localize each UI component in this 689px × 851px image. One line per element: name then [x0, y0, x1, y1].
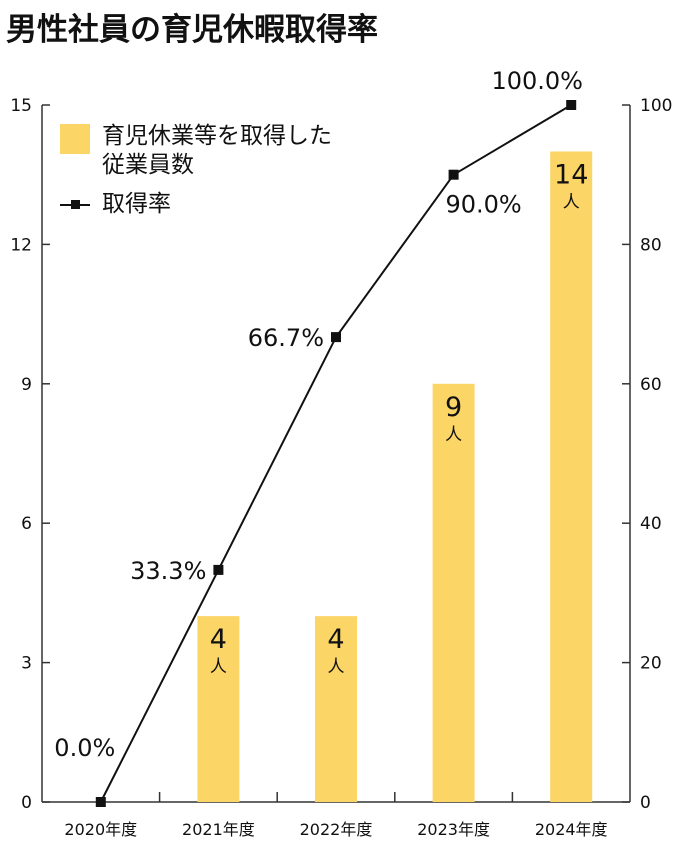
rate-data-label: 66.7% [248, 324, 324, 352]
bar-value-label: 4 [327, 624, 344, 655]
right-tick-label: 0 [640, 793, 651, 813]
chart-title: 男性社員の育児休暇取得率 [6, 12, 378, 48]
legend-bar-swatch [60, 124, 90, 154]
left-tick-label: 9 [21, 375, 32, 395]
legend-bar-label: 育児休業等を取得した 従業員数 [102, 123, 332, 178]
bar-unit-label: 人 [563, 192, 580, 212]
left-tick-label: 3 [21, 654, 32, 674]
rate-data-label: 90.0% [445, 191, 521, 219]
legend: 育児休業等を取得した 従業員数 取得率 [60, 122, 332, 220]
rate-marker [213, 564, 224, 575]
left-tick-label: 15 [10, 96, 32, 116]
rate-marker [331, 332, 341, 343]
left-tick-label: 12 [10, 235, 32, 255]
right-tick-label: 20 [640, 654, 662, 674]
bar-value-label: 4 [210, 624, 227, 655]
bar [550, 151, 593, 802]
rate-marker [448, 169, 459, 180]
bar [315, 616, 357, 802]
x-tick-label: 2022年度 [300, 820, 373, 839]
x-tick-label: 2024年度 [535, 820, 608, 839]
left-tick-label: 0 [21, 793, 32, 813]
rate-marker [95, 797, 106, 807]
bar-unit-label: 人 [445, 425, 462, 445]
x-tick-label: 2020年度 [64, 820, 137, 839]
right-tick-label: 40 [640, 514, 662, 534]
right-tick-label: 80 [640, 235, 662, 255]
right-tick-label: 100 [640, 96, 672, 116]
legend-item-line: 取得率 [60, 190, 332, 220]
legend-line-marker [60, 190, 90, 220]
right-tick-label: 60 [640, 375, 662, 395]
bar [197, 616, 240, 802]
bar-unit-label: 人 [328, 657, 345, 677]
bar [432, 383, 475, 802]
rate-data-label: 100.0% [491, 67, 583, 95]
x-tick-label: 2023年度 [417, 820, 490, 839]
bar-value-label: 9 [445, 392, 462, 423]
rate-data-label: 33.3% [130, 557, 206, 585]
bar-value-label: 14 [554, 159, 588, 190]
legend-item-bars: 育児休業等を取得した 従業員数 [60, 122, 332, 180]
x-tick-label: 2021年度 [182, 820, 255, 839]
legend-line-label: 取得率 [102, 191, 171, 217]
rate-data-label: 0.0% [54, 734, 115, 762]
bar-unit-label: 人 [210, 657, 227, 677]
left-tick-label: 6 [21, 514, 32, 534]
rate-marker [566, 100, 577, 110]
